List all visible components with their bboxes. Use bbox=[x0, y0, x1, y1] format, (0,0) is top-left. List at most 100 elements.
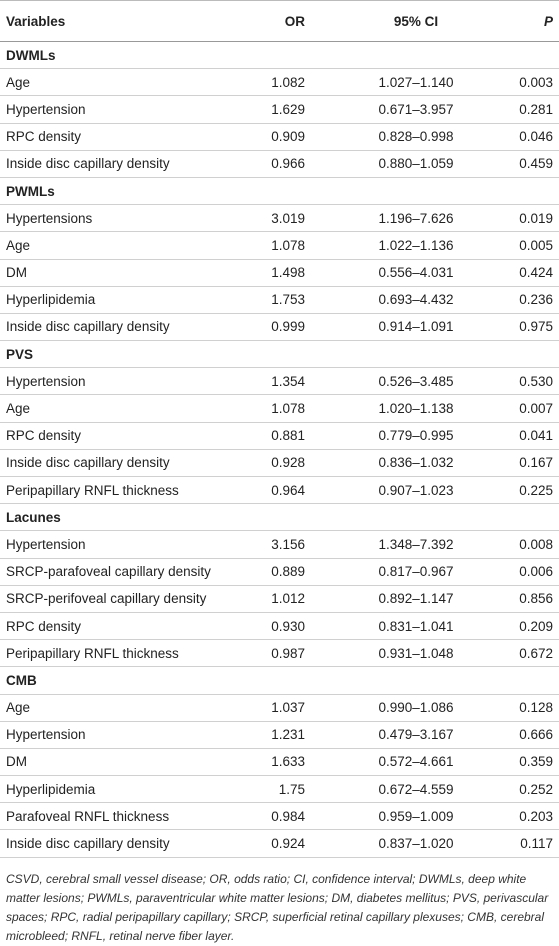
cell: 0.572–4.661 bbox=[345, 748, 487, 777]
cell: Peripapillary RNFL thickness bbox=[0, 476, 229, 505]
data-row: RPC density 0.930 0.831–1.041 0.209 bbox=[0, 612, 559, 641]
header-row: Variables OR 95% CI P bbox=[0, 0, 559, 42]
cell: 0.856 bbox=[487, 585, 559, 613]
section-row: DWMLs bbox=[0, 41, 559, 70]
cell: 0.880–1.059 bbox=[345, 150, 487, 178]
table-body: DWMLs Age 1.082 1.027–1.140 0.003 Hypertensio… bbox=[0, 41, 559, 858]
data-row: Age 1.078 1.020–1.138 0.007 bbox=[0, 394, 559, 423]
section-title: Lacunes bbox=[0, 503, 559, 532]
cell: 1.354 bbox=[229, 367, 345, 396]
cell: 0.359 bbox=[487, 748, 559, 777]
data-row: SRCP-parafoveal capillary density 0.889 0.… bbox=[0, 558, 559, 586]
cell: 0.672 bbox=[487, 639, 559, 668]
cell: 0.959–1.009 bbox=[345, 802, 487, 831]
data-row: Age 1.082 1.027–1.140 0.003 bbox=[0, 68, 559, 97]
cell: RPC density bbox=[0, 422, 229, 450]
cell: 0.252 bbox=[487, 775, 559, 804]
header-cell: Variables bbox=[0, 0, 229, 42]
cell: 0.006 bbox=[487, 558, 559, 586]
data-row: Hypertensions 3.019 1.196–7.626 0.019 bbox=[0, 204, 559, 233]
cell: 0.003 bbox=[487, 68, 559, 97]
section-title: DWMLs bbox=[0, 41, 559, 70]
cell: 0.019 bbox=[487, 204, 559, 233]
cell: 0.836–1.032 bbox=[345, 449, 487, 478]
cell: 0.907–1.023 bbox=[345, 476, 487, 505]
cell: 1.196–7.626 bbox=[345, 204, 487, 233]
data-row: Inside disc capillary density 0.928 0.836–… bbox=[0, 449, 559, 478]
cell: 0.984 bbox=[229, 802, 345, 831]
data-row: Parafoveal RNFL thickness 0.984 0.959–1.00… bbox=[0, 802, 559, 831]
data-row: RPC density 0.881 0.779–0.995 0.041 bbox=[0, 422, 559, 450]
cell: 0.666 bbox=[487, 721, 559, 749]
cell: 0.479–3.167 bbox=[345, 721, 487, 749]
cell: Age bbox=[0, 68, 229, 97]
cell: 0.672–4.559 bbox=[345, 775, 487, 804]
cell: 0.203 bbox=[487, 802, 559, 831]
cell: Peripapillary RNFL thickness bbox=[0, 639, 229, 668]
cell: 0.817–0.967 bbox=[345, 558, 487, 586]
cell: 0.459 bbox=[487, 150, 559, 178]
header-cell: P bbox=[487, 0, 559, 42]
cell: 0.046 bbox=[487, 123, 559, 151]
cell: SRCP-perifoveal capillary density bbox=[0, 585, 229, 613]
cell: 1.022–1.136 bbox=[345, 231, 487, 260]
cell: 0.693–4.432 bbox=[345, 286, 487, 314]
cell: Hypertensions bbox=[0, 204, 229, 233]
cell: 0.964 bbox=[229, 476, 345, 505]
cell: 3.156 bbox=[229, 530, 345, 559]
data-row: Hypertension 1.231 0.479–3.167 0.666 bbox=[0, 721, 559, 749]
cell: 0.987 bbox=[229, 639, 345, 668]
cell: 0.007 bbox=[487, 394, 559, 423]
cell: 0.889 bbox=[229, 558, 345, 586]
cell: Inside disc capillary density bbox=[0, 829, 229, 858]
data-row: DM 1.633 0.572–4.661 0.359 bbox=[0, 748, 559, 777]
cell: RPC density bbox=[0, 612, 229, 641]
cell: RPC density bbox=[0, 123, 229, 151]
cell: 0.209 bbox=[487, 612, 559, 641]
cell: 0.424 bbox=[487, 259, 559, 287]
cell: 1.082 bbox=[229, 68, 345, 97]
cell: 0.999 bbox=[229, 313, 345, 342]
cell: Inside disc capillary density bbox=[0, 150, 229, 178]
data-row: Inside disc capillary density 0.924 0.837–… bbox=[0, 829, 559, 858]
cell: Hyperlipidemia bbox=[0, 286, 229, 314]
cell: Inside disc capillary density bbox=[0, 449, 229, 478]
cell: 1.231 bbox=[229, 721, 345, 749]
cell: 0.556–4.031 bbox=[345, 259, 487, 287]
data-row: Hypertension 3.156 1.348–7.392 0.008 bbox=[0, 530, 559, 559]
cell: 0.881 bbox=[229, 422, 345, 450]
cell: 0.117 bbox=[487, 829, 559, 858]
cell: 1.348–7.392 bbox=[345, 530, 487, 559]
header-cell: OR bbox=[229, 0, 345, 42]
cell: 0.914–1.091 bbox=[345, 313, 487, 342]
cell: Inside disc capillary density bbox=[0, 313, 229, 342]
cell: 0.828–0.998 bbox=[345, 123, 487, 151]
data-row: Hypertension 1.354 0.526–3.485 0.530 bbox=[0, 367, 559, 396]
data-row: RPC density 0.909 0.828–0.998 0.046 bbox=[0, 123, 559, 151]
cell: 0.975 bbox=[487, 313, 559, 342]
cell: 0.837–1.020 bbox=[345, 829, 487, 858]
cell: 0.005 bbox=[487, 231, 559, 260]
header-cell: 95% CI bbox=[345, 0, 487, 42]
cell: 0.928 bbox=[229, 449, 345, 478]
data-row: Hyperlipidemia 1.75 0.672–4.559 0.252 bbox=[0, 775, 559, 804]
footnote: CSVD, cerebral small vessel disease; OR,… bbox=[6, 871, 549, 943]
section-row: Lacunes bbox=[0, 503, 559, 532]
cell: 0.930 bbox=[229, 612, 345, 641]
cell: 0.008 bbox=[487, 530, 559, 559]
cell: 0.128 bbox=[487, 694, 559, 722]
data-row: Peripapillary RNFL thickness 0.964 0.907–1… bbox=[0, 476, 559, 505]
data-row: Peripapillary RNFL thickness 0.987 0.931–1… bbox=[0, 639, 559, 668]
cell: 0.990–1.086 bbox=[345, 694, 487, 722]
cell: 1.037 bbox=[229, 694, 345, 722]
section-row: PWMLs bbox=[0, 177, 559, 206]
cell: 0.966 bbox=[229, 150, 345, 178]
cell: 1.498 bbox=[229, 259, 345, 287]
cell: 0.041 bbox=[487, 422, 559, 450]
section-title: PWMLs bbox=[0, 177, 559, 206]
cell: Hypertension bbox=[0, 721, 229, 749]
data-row: Age 1.037 0.990–1.086 0.128 bbox=[0, 694, 559, 722]
cell: SRCP-parafoveal capillary density bbox=[0, 558, 229, 586]
cell: 1.629 bbox=[229, 95, 345, 124]
cell: Age bbox=[0, 231, 229, 260]
